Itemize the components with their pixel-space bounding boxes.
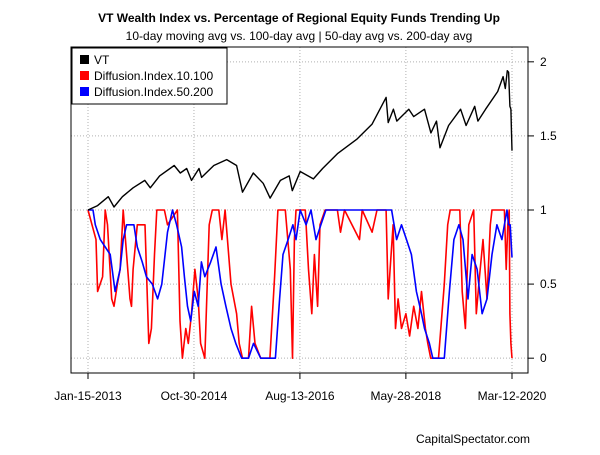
legend-label-vt: VT [94, 53, 110, 67]
series-lines [87, 70, 513, 359]
legend-swatch-diffusion-50-200 [80, 87, 89, 96]
chart-title: VT Wealth Index vs. Percentage of Region… [98, 11, 500, 25]
x-tick-label: Mar-12-2020 [478, 389, 547, 403]
legend-swatch-vt [80, 55, 89, 64]
y-tick-label: 2 [540, 55, 547, 69]
legend-label-diffusion-50-200: Diffusion.Index.50.200 [94, 85, 214, 99]
x-tick-label: May-28-2018 [371, 389, 442, 403]
chart-subtitle: 10-day moving avg vs. 100-day avg | 50-d… [126, 29, 473, 43]
diffusion-10-100-line [87, 209, 513, 359]
y-tick-label: 1.5 [540, 129, 557, 143]
legend-label-diffusion-10-100: Diffusion.Index.10.100 [94, 69, 214, 83]
x-tick-label: Oct-30-2014 [161, 389, 228, 403]
x-tick-label: Aug-13-2016 [265, 389, 335, 403]
legend: VT Diffusion.Index.10.100 Diffusion.Inde… [71, 47, 228, 105]
y-tick-label: 0.5 [540, 277, 557, 291]
x-axis: Jan-15-2013 Oct-30-2014 Aug-13-2016 May-28-… [54, 373, 547, 403]
y-tick-label: 1 [540, 203, 547, 217]
x-tick-label: Jan-15-2013 [54, 389, 122, 403]
y-tick-label: 0 [540, 351, 547, 365]
legend-box [71, 47, 228, 105]
diffusion-50-200-line [88, 209, 513, 359]
credit-text: CapitalSpectator.com [416, 432, 530, 446]
legend-swatch-diffusion-10-100 [80, 71, 89, 80]
vt-line [87, 70, 513, 211]
y-axis: 0 0.5 1 1.5 2 [528, 55, 557, 365]
